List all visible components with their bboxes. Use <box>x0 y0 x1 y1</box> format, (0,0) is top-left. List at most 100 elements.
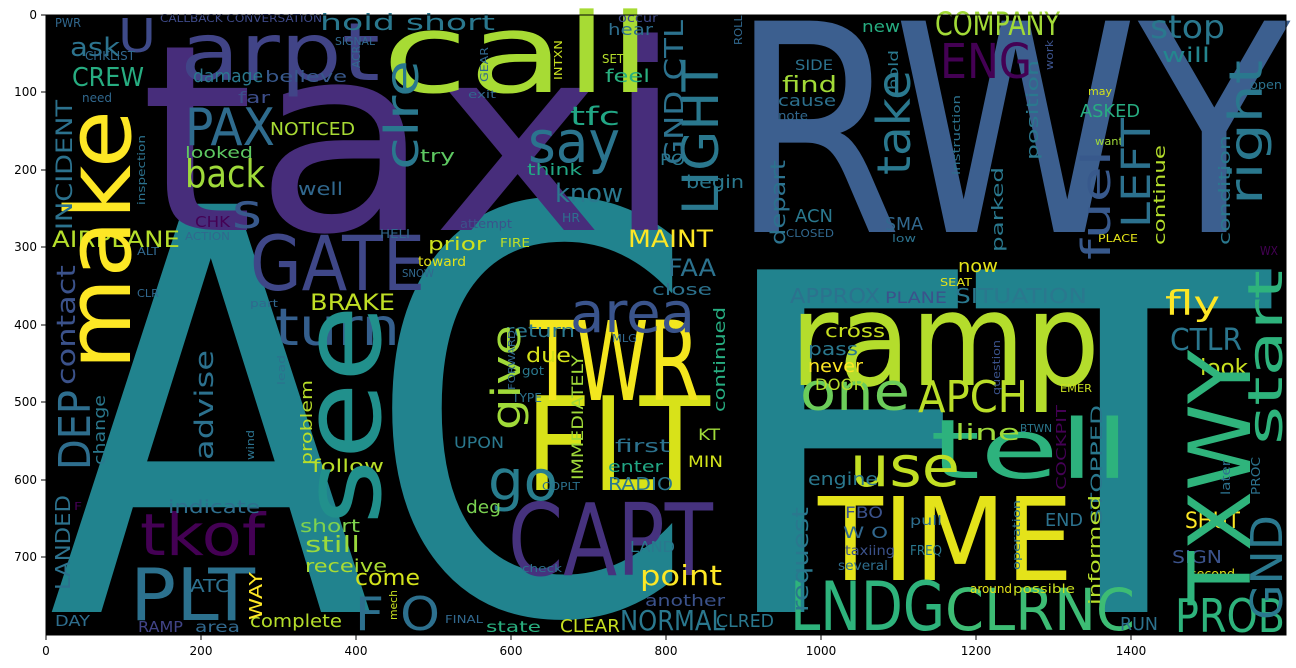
plot-frame <box>45 14 1287 636</box>
word-chk: CHK <box>195 213 231 231</box>
word-deg: deg <box>466 497 501 518</box>
word-will: will <box>1162 43 1210 67</box>
word-plane: PLANE <box>885 288 947 307</box>
word-start: start <box>1238 270 1294 445</box>
word-looked: looked <box>185 143 253 162</box>
x-tick-label: 200 <box>190 644 213 658</box>
word-fuel: fuel <box>1074 150 1120 260</box>
word-arpt: arpt <box>180 6 380 99</box>
word-clred: CLRED <box>716 611 774 632</box>
y-tick-label: 600 <box>14 473 37 487</box>
word-sma: SMA <box>885 214 924 235</box>
word-prob: PROB <box>1175 589 1285 643</box>
word-exit: exit <box>468 88 497 101</box>
word-another: another <box>645 591 726 610</box>
word-feel: feel <box>605 66 650 87</box>
y-tick-label: 500 <box>14 395 37 409</box>
word-rwy: RWY <box>730 0 1294 301</box>
y-tick: 0 <box>29 8 46 22</box>
word-way: WAY <box>246 571 267 620</box>
word-now: now <box>958 256 998 277</box>
x-tick: 800 <box>655 635 677 658</box>
word-heli: HELI <box>380 227 410 241</box>
word-need: need <box>82 91 112 105</box>
word-ramp-small: RAMP <box>138 618 183 636</box>
word-clrnc: CLRNC <box>945 576 1135 644</box>
wordcloud-canvas <box>46 15 1286 635</box>
word-back: back <box>185 152 265 196</box>
word-work: work <box>1043 39 1056 70</box>
word-check: check <box>522 562 563 575</box>
word-intxn: INTXN <box>552 40 565 80</box>
word-toward: toward <box>418 255 466 270</box>
word-ctlr: CTLR <box>1170 323 1242 358</box>
word-area-small: area <box>195 618 240 636</box>
word-ramp: ramp <box>790 264 1100 416</box>
word-request: request <box>789 507 814 612</box>
word-say: say <box>528 108 620 176</box>
word-apch: APCH <box>918 372 1028 423</box>
word-make: make <box>47 110 152 370</box>
word-seat: SEAT <box>940 276 972 289</box>
word-pass: pass <box>808 339 858 360</box>
word-po: PO <box>660 150 685 169</box>
word-line: line <box>955 421 1020 446</box>
word-several: several <box>838 559 888 574</box>
word-mech: mech <box>387 590 400 620</box>
word-alt: ALT <box>137 245 159 258</box>
word-pull: pull <box>910 514 942 529</box>
word-incident: INCIDENT <box>53 99 78 230</box>
word-believe: believe <box>265 67 347 86</box>
word-noticed: NOTICED <box>270 119 355 140</box>
word-gate: GATE <box>250 219 425 308</box>
word-ft: FT <box>710 176 1277 668</box>
x-tick-label: 400 <box>345 644 368 658</box>
x-tick: 0 <box>42 635 50 658</box>
word-signal: SIGNAL <box>335 35 376 48</box>
y-tick: 600 <box>14 473 46 487</box>
word-change: change <box>90 395 109 465</box>
word-landed: LANDED <box>51 495 75 590</box>
word-use: use <box>850 435 960 500</box>
word-question: question <box>990 340 1003 395</box>
x-tick-label: 600 <box>500 644 523 658</box>
y-tick: 400 <box>14 318 46 332</box>
word-take: take <box>867 70 921 175</box>
word-cause: cause <box>778 91 836 110</box>
word-flt: FLT <box>525 369 711 521</box>
word-inspection: inspection <box>135 135 148 205</box>
y-tick: 700 <box>14 550 46 564</box>
word-open: open <box>1250 78 1282 92</box>
word-still: still <box>305 533 360 558</box>
x-tick: 600 <box>500 635 523 658</box>
word-dep: DEP <box>50 390 101 470</box>
word-company: COMPANY <box>935 5 1060 43</box>
word-close: close <box>652 280 712 299</box>
y-tick-label: 200 <box>14 163 37 177</box>
word-run: RUN <box>1120 614 1158 635</box>
word-brake: BRAKE <box>310 291 395 316</box>
word-txwy: TXWY <box>1171 350 1271 607</box>
word-btwn: BTWN <box>1020 422 1052 435</box>
word-situation: SITUATION <box>955 284 1087 308</box>
x-tick: 200 <box>190 635 213 658</box>
word-land: LAND <box>630 538 675 556</box>
word-go: go <box>488 449 558 514</box>
word-fire: FIRE <box>500 236 530 250</box>
word-door: DOOR <box>815 375 865 394</box>
x-tick: 1400 <box>1116 635 1146 658</box>
word-due: due <box>526 343 571 367</box>
word-acr: ACR <box>350 46 363 68</box>
word-around: around <box>970 582 1012 596</box>
word-may: may <box>1088 85 1112 98</box>
word-pax: PAX <box>185 98 275 158</box>
word-sign: SIGN <box>1172 547 1222 568</box>
word-lndg: LNDG <box>790 568 945 647</box>
word-place: PLACE <box>1098 232 1138 245</box>
word-normal: NORMAL <box>620 604 725 637</box>
word-time: TIME <box>817 474 1073 608</box>
word-gear: GEAR <box>478 47 491 82</box>
word-depart: depart <box>766 160 790 245</box>
word-point: point <box>640 559 722 592</box>
word-one: one <box>800 363 910 423</box>
